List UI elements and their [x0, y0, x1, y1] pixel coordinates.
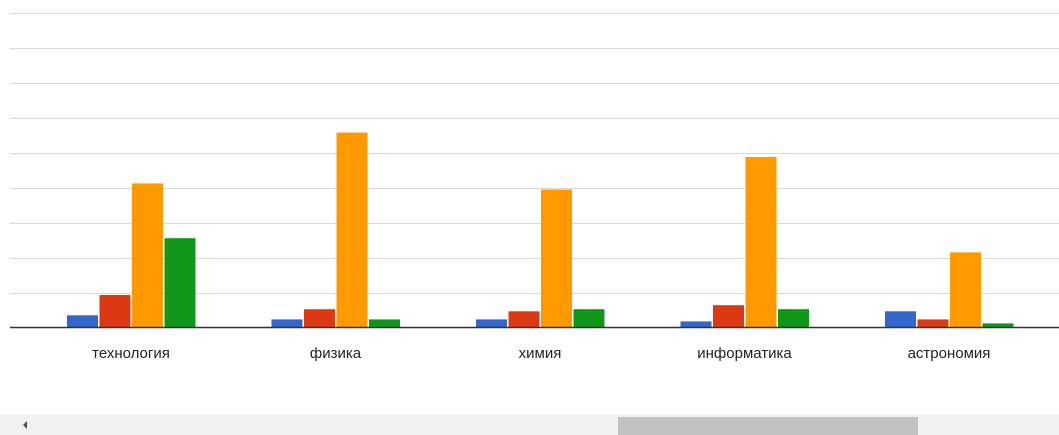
- x-tick-label: информатика: [697, 345, 792, 362]
- bar[interactable]: [304, 309, 335, 327]
- bar[interactable]: [67, 315, 98, 327]
- x-axis-labels: технология физика химия информатика астроном…: [92, 345, 990, 362]
- x-tick-label: физика: [310, 345, 362, 362]
- bar[interactable]: [369, 319, 400, 327]
- bar[interactable]: [778, 309, 809, 327]
- bar[interactable]: [132, 183, 163, 327]
- bar[interactable]: [746, 157, 777, 328]
- bar-chart: технология физика химия информатика астроном…: [0, 0, 1059, 410]
- bars: [67, 133, 1014, 328]
- x-tick-label: технология: [92, 345, 170, 362]
- bar[interactable]: [165, 238, 196, 327]
- bar[interactable]: [337, 133, 368, 328]
- chevron-left-icon[interactable]: [0, 414, 20, 435]
- bar[interactable]: [541, 190, 572, 328]
- bar[interactable]: [950, 252, 981, 327]
- bar[interactable]: [681, 321, 712, 327]
- x-tick-label: астрономия: [908, 345, 991, 362]
- bar[interactable]: [574, 309, 605, 327]
- bar[interactable]: [476, 319, 507, 327]
- bar[interactable]: [509, 311, 540, 327]
- x-tick-label: химия: [519, 345, 562, 362]
- bar[interactable]: [918, 319, 949, 327]
- bar[interactable]: [272, 319, 303, 327]
- horizontal-scrollbar[interactable]: [0, 414, 1059, 435]
- bar[interactable]: [713, 305, 744, 327]
- scrollbar-thumb[interactable]: [618, 417, 918, 435]
- bar[interactable]: [885, 311, 916, 327]
- bar[interactable]: [100, 295, 131, 328]
